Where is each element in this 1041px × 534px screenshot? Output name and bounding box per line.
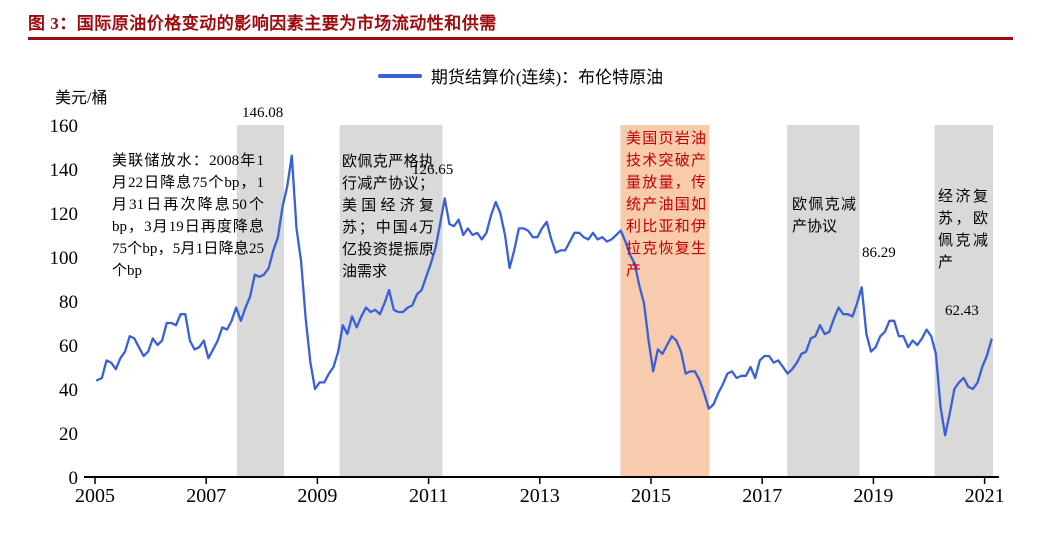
y-tick-label: 40 — [59, 380, 78, 401]
event-band — [620, 125, 710, 477]
x-tick-label: 2015 — [631, 485, 671, 507]
annotation-us-shale: 美国页岩油技术突破产量放量，传统产油国如利比亚和伊拉克恢复生产 — [626, 131, 706, 279]
data-label-2018-peak: 86.29 — [862, 245, 896, 261]
y-tick-label: 120 — [50, 204, 79, 225]
y-axis-unit-label: 美元/桶 — [55, 90, 108, 107]
figure-title: 图 3：国际原油价格变动的影响因素主要为市场流动性和供需 — [28, 14, 497, 33]
x-tick-label: 2007 — [186, 485, 226, 507]
y-tick-label: 0 — [69, 468, 79, 489]
data-label-2011-peak: 126.65 — [412, 162, 454, 178]
x-tick-label: 2019 — [853, 485, 893, 507]
y-tick-label: 140 — [50, 160, 79, 181]
chart-legend: 期货结算价(连续)：布伦特原油 — [0, 63, 1041, 88]
annotation-opec-2009: 欧佩克严格执行减产协议；美国经济复苏；中国4万亿投资提振原油需求 — [342, 154, 434, 280]
y-tick-label: 80 — [59, 292, 78, 313]
event-band — [236, 125, 285, 477]
brent-price-line — [96, 154, 993, 437]
x-tick-label: 2013 — [520, 485, 560, 507]
x-tick-label: 2021 — [965, 485, 1005, 507]
legend-line-icon — [377, 73, 422, 78]
y-tick-label: 160 — [50, 116, 79, 137]
annotation-economic-recovery: 经济复苏，欧佩克减产 — [938, 189, 988, 271]
x-tick-label: 2005 — [75, 485, 115, 507]
y-tick-label: 20 — [59, 424, 78, 445]
event-band — [787, 125, 860, 477]
x-tick-label: 2011 — [409, 485, 448, 507]
x-tick-label: 2009 — [297, 485, 337, 507]
data-label-2021-end: 62.43 — [945, 303, 979, 319]
event-band — [934, 125, 993, 477]
title-divider-rule — [28, 37, 1013, 40]
x-tick-label: 2017 — [742, 485, 782, 507]
y-tick-label: 100 — [50, 248, 79, 269]
y-tick-label: 60 — [59, 336, 78, 357]
annotation-opec-cut-agreement: 欧佩克减产协议 — [792, 197, 856, 235]
legend-label: 期货结算价(连续)：布伦特原油 — [430, 68, 664, 87]
annotation-fed-easing: 美联储放水：2008年1月22日降息75个bp，1月31日再次降息50个bp，3… — [112, 153, 264, 279]
data-label-2008-peak: 146.08 — [242, 105, 284, 121]
